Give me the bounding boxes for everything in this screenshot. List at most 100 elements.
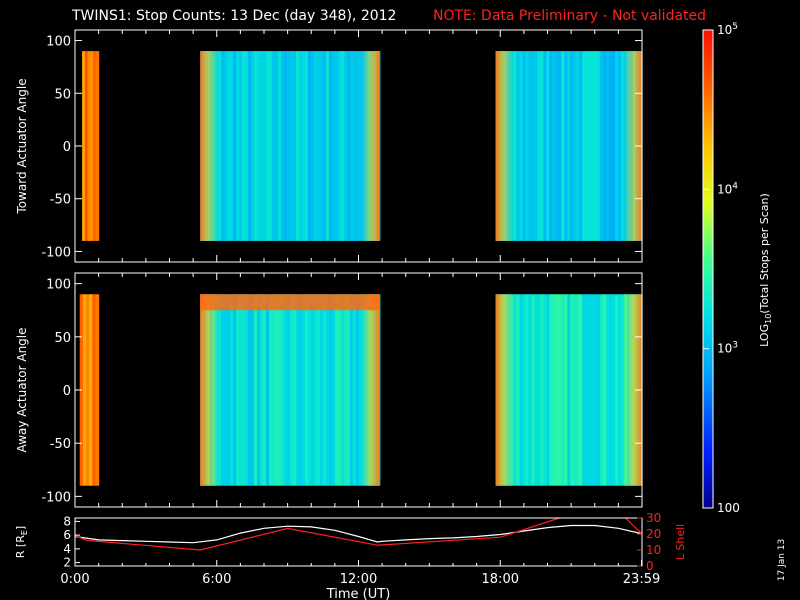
colorbar-tick-label: 100 [717, 501, 740, 515]
heatmap-cell [221, 294, 225, 486]
heatmap-cell [603, 51, 607, 241]
heatmap-cell [298, 51, 303, 241]
colorbar-tick-label: 104 [717, 181, 738, 196]
heatmap-cell [612, 51, 616, 241]
date-stamp: 17 Jan 13 [777, 539, 787, 582]
y-tick-label: 100 [46, 35, 71, 50]
heatmap-cell [301, 294, 306, 486]
heatmap-cell [519, 294, 524, 486]
data-segment [495, 294, 643, 486]
heatmap-cell [218, 51, 222, 241]
heatmap-cell [570, 51, 574, 241]
heatmap-cell [289, 294, 294, 486]
heatmap-cell [292, 51, 297, 241]
heatmap-cell [579, 51, 583, 241]
heatmap-cell [355, 294, 360, 486]
heatmap-cell [272, 294, 276, 486]
toward-panel: 100 50 0 -50 -100 Toward Actuator Angle [15, 29, 643, 263]
heatmap-cell [266, 294, 270, 486]
heatmap-cell [275, 294, 279, 486]
heatmap-cell [516, 294, 521, 486]
heatmap-cell [513, 294, 518, 486]
y-tick-label: -100 [41, 245, 71, 260]
heatmap-cell [307, 51, 312, 241]
segment-edge-right [624, 294, 642, 486]
heatmap-cell [534, 294, 538, 486]
heatmap-cell [591, 51, 595, 241]
heatmap-cell [567, 51, 571, 241]
heatmap-cell [570, 294, 574, 486]
heatmap-cell [612, 294, 616, 486]
heatmap-cell [594, 51, 598, 241]
heatmap-cell [325, 51, 330, 241]
y-axis-label: Toward Actuator Angle [15, 78, 29, 214]
heatmap-cell [334, 294, 339, 486]
y-tick-label: -50 [50, 437, 71, 452]
heatmap-cell [254, 294, 258, 486]
heatmap-cell [546, 294, 550, 486]
x-tick-label: 18:00 [482, 572, 519, 587]
heatmap-cell [319, 294, 324, 486]
heatmap-cell [561, 294, 565, 486]
heatmap-cell [588, 294, 592, 486]
x-tick-label: 23:59 [623, 572, 660, 587]
heatmap-cell [343, 294, 348, 486]
heatmap-cell [322, 294, 327, 486]
heatmap-cell [585, 51, 589, 241]
heatmap-cell [579, 294, 583, 486]
heatmap-cell [95, 294, 100, 486]
r-distance-line [75, 524, 642, 544]
heatmap-cell [224, 294, 228, 486]
heatmap-cell [257, 51, 261, 241]
heatmap-cell [301, 51, 306, 241]
heatmap-cell [618, 294, 622, 486]
y-tick-label: 50 [54, 331, 71, 346]
heatmap-cell [552, 51, 556, 241]
heatmap-cell [531, 51, 535, 241]
heatmap-cell [251, 294, 255, 486]
segment-edge-left [495, 51, 514, 241]
heatmap-cell [289, 51, 294, 241]
y-tick-label: 2 [63, 556, 71, 570]
heatmap-cell [242, 294, 246, 486]
y2-tick-label: 10 [646, 543, 661, 557]
colorbar-tick-label: 103 [717, 341, 738, 356]
heatmap-cell [90, 51, 94, 241]
heatmap-cell [609, 294, 613, 486]
heatmap-cell [576, 294, 580, 486]
heatmap-cell [93, 51, 97, 241]
heatmap-cell [304, 51, 309, 241]
heatmap-cell [555, 51, 559, 241]
heatmap-cell [266, 51, 270, 241]
heatmap-cell [540, 51, 544, 241]
data-segment [79, 294, 100, 486]
y2-tick-label: 20 [646, 527, 661, 541]
heatmap-cell [352, 294, 357, 486]
heatmap-cell [618, 51, 622, 241]
heatmap-cell [543, 294, 547, 486]
heatmap-cell [84, 51, 89, 241]
segment-edge-right [361, 51, 380, 241]
heatmap-cell [525, 294, 530, 486]
segment-edge-right [361, 294, 380, 486]
heatmap-cell [573, 294, 577, 486]
x-axis-label: Time (UT) [326, 587, 391, 600]
heatmap-cell [534, 51, 538, 241]
y-axis-label: R [RE] [14, 526, 29, 558]
heatmap-cell [522, 51, 527, 241]
heatmap-cell [573, 51, 577, 241]
heatmap-cell [340, 51, 345, 241]
heatmap-cell [540, 294, 544, 486]
heatmap-cell [349, 294, 354, 486]
heatmap-cell [260, 51, 264, 241]
x-tick-label: 6:00 [202, 572, 231, 587]
heatmap-cell [328, 51, 333, 241]
heatmap-cell [555, 294, 559, 486]
data-segment [200, 51, 381, 241]
heatmap-cell [263, 294, 267, 486]
data-segment [82, 51, 100, 241]
heatmap-cell [582, 294, 586, 486]
heatmap-cell [230, 294, 234, 486]
preliminary-note: NOTE: Data Preliminary - Not validated [433, 8, 706, 24]
heatmap-cell [227, 294, 231, 486]
